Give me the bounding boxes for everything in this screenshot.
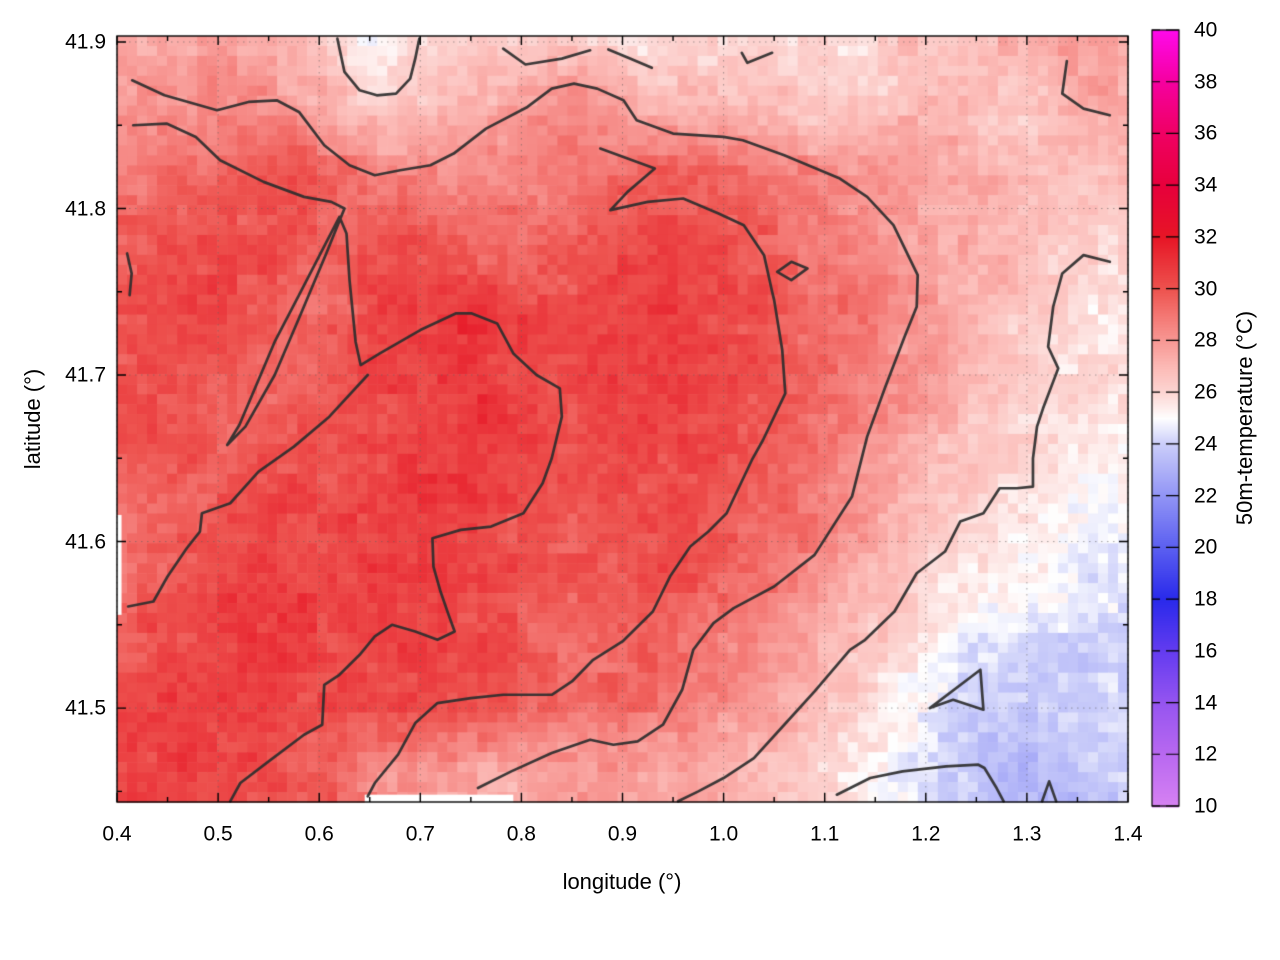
x-tick-label: 0.4 [102, 822, 132, 846]
x-tick-label: 1.0 [708, 822, 739, 846]
x-axis-title: longitude (°) [562, 869, 682, 894]
colorbar-tick-label: 18 [1194, 587, 1218, 611]
y-axis-title: latitude (°) [20, 368, 45, 470]
x-tick-label: 1.4 [1113, 822, 1143, 846]
colorbar-tick-label: 26 [1194, 380, 1218, 404]
y-tick-label: 41.8 [65, 197, 106, 221]
colorbar-title: 50m-temperature (°C) [1232, 310, 1257, 526]
y-tick-label: 41.5 [65, 696, 106, 720]
colorbar-tick-label: 38 [1194, 70, 1218, 94]
y-tick-label: 41.6 [65, 530, 106, 554]
colorbar-tick-label: 10 [1194, 794, 1218, 818]
colorbar-tick-label: 28 [1194, 328, 1218, 352]
colorbar-tick-label: 12 [1194, 742, 1218, 766]
colorbar-tick-label: 36 [1194, 121, 1218, 145]
x-tick-label: 0.7 [405, 822, 435, 846]
colorbar-tick-label: 24 [1194, 432, 1218, 456]
x-tick-label: 0.6 [304, 822, 334, 846]
y-tick-label: 41.7 [65, 363, 106, 387]
x-tick-label: 0.5 [203, 822, 233, 846]
x-tick-label: 0.9 [607, 822, 638, 846]
colorbar-tick-label: 30 [1194, 277, 1218, 301]
x-tick-label: 1.3 [1012, 822, 1042, 846]
colorbar-tick-label: 14 [1194, 691, 1218, 715]
x-tick-label: 1.1 [810, 822, 840, 846]
colorbar-tick-label: 20 [1194, 535, 1218, 559]
colorbar-tick-label: 16 [1194, 639, 1218, 663]
x-tick-label: 1.2 [911, 822, 941, 846]
colorbar-tick-label: 32 [1194, 225, 1218, 249]
y-tick-label: 41.9 [65, 30, 106, 54]
x-tick-label: 0.8 [506, 822, 536, 846]
colorbar-tick-label: 40 [1194, 18, 1218, 42]
colorbar-tick-label: 22 [1194, 484, 1218, 508]
colorbar-tick-label: 34 [1194, 173, 1218, 197]
